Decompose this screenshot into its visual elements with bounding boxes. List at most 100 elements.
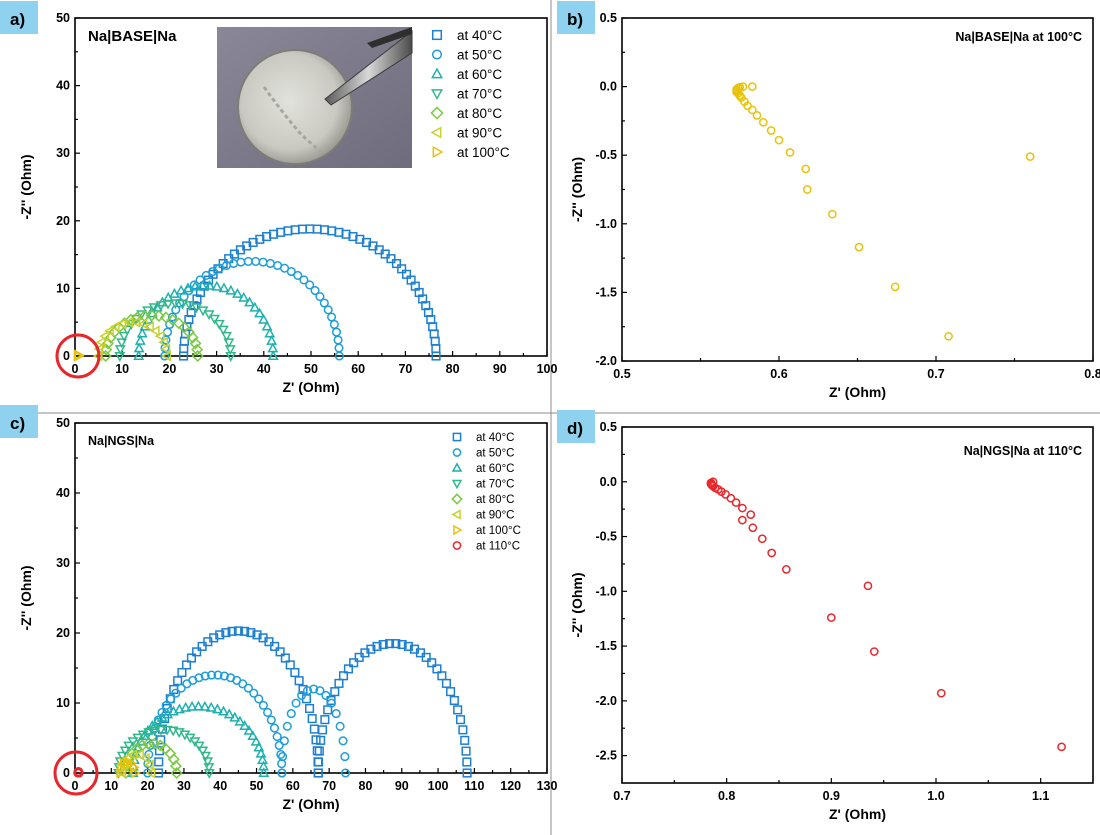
data-point xyxy=(144,321,154,333)
data-point xyxy=(213,670,223,680)
data-point xyxy=(298,684,308,695)
data-point xyxy=(177,299,188,310)
data-point xyxy=(366,644,376,654)
series-at100C xyxy=(732,82,1035,341)
data-point xyxy=(238,679,248,689)
data-point xyxy=(403,641,413,651)
data-point xyxy=(340,768,351,778)
data-point xyxy=(747,105,757,115)
data-point xyxy=(162,299,174,310)
legend-label: at 90°C xyxy=(457,125,502,140)
y-tick-label: -0.5 xyxy=(595,530,617,544)
data-point xyxy=(758,117,768,127)
chart-panel-a: a) 0 10 20 30 40 50 60 70 80 90 100 0 10 20 30 40 50 Z' (O… xyxy=(0,1,557,395)
data-point xyxy=(253,741,265,752)
y-tick-label: -1.5 xyxy=(595,285,617,299)
data-point xyxy=(156,735,166,745)
data-point xyxy=(134,334,146,345)
x-tick-label: 1.1 xyxy=(1032,789,1049,803)
legend: at 40°C at 50°C at 60°C at 70°C at 80°C at 90… xyxy=(430,28,510,160)
y-tick-label: -1.5 xyxy=(595,639,617,653)
data-point xyxy=(196,279,208,290)
legend-marker xyxy=(430,106,444,120)
data-point xyxy=(192,700,204,711)
data-point xyxy=(130,767,141,779)
data-point xyxy=(254,694,264,704)
data-point xyxy=(145,309,158,322)
data-point xyxy=(330,687,340,697)
legend-label: at 90°C xyxy=(476,510,514,522)
data-point xyxy=(802,185,812,194)
chart-panel-d: d) 0.7 0.8 0.9 1.0 1.1 -2.5 -2.0 -1.5 -1.0 -0.5 0.0… xyxy=(557,410,1094,822)
data-point xyxy=(285,660,295,670)
data-point xyxy=(154,330,165,342)
data-point xyxy=(200,671,210,681)
x-tick-label: 0 xyxy=(72,362,79,376)
data-point xyxy=(315,686,325,696)
x-tick-label: 0.7 xyxy=(613,789,630,803)
data-point xyxy=(240,626,250,636)
legend-marker xyxy=(451,493,463,505)
data-point xyxy=(326,698,336,708)
data-point xyxy=(161,350,172,362)
legend-label: at 100°C xyxy=(476,525,521,537)
data-point xyxy=(297,224,308,234)
legend-label: at 50°C xyxy=(457,47,502,62)
data-point xyxy=(223,338,235,349)
data-point xyxy=(218,282,230,293)
legend-label: at 60°C xyxy=(457,67,502,82)
y-tick-label: -1.0 xyxy=(595,584,617,598)
data-point xyxy=(944,331,953,341)
data-point xyxy=(263,707,273,717)
data-point xyxy=(238,291,250,302)
x-axis-title: Z' (Ohm) xyxy=(283,379,340,395)
data-point xyxy=(731,498,741,507)
data-point xyxy=(243,256,253,266)
data-point xyxy=(169,299,181,310)
inset-photo xyxy=(217,27,413,168)
y-tick-label: 10 xyxy=(56,696,70,710)
y-tick-label: -0.5 xyxy=(595,148,617,162)
y-tick-label: 10 xyxy=(56,281,70,295)
data-point xyxy=(154,739,167,752)
data-point xyxy=(219,671,229,681)
data-point xyxy=(309,724,319,734)
data-point xyxy=(153,715,163,725)
data-point xyxy=(1057,742,1066,752)
y-tick-label: -2.0 xyxy=(595,354,617,368)
data-point xyxy=(305,224,315,234)
data-point xyxy=(116,318,127,330)
data-point xyxy=(120,759,133,772)
data-point xyxy=(182,282,194,293)
data-point xyxy=(748,523,758,533)
panel-label: c) xyxy=(10,414,25,433)
data-point xyxy=(276,749,286,760)
x-tick-label: 0.6 xyxy=(770,367,787,381)
data-point xyxy=(139,752,150,764)
y-tick-label: -2.5 xyxy=(595,749,617,763)
data-point xyxy=(314,746,324,756)
data-point xyxy=(209,633,219,643)
data-point xyxy=(310,285,320,296)
y-tick-label: 50 xyxy=(56,11,70,25)
x-tick-label: 50 xyxy=(250,779,264,793)
data-point xyxy=(158,336,169,348)
data-point xyxy=(143,728,155,739)
legend-marker xyxy=(452,541,462,550)
data-point xyxy=(277,768,287,778)
data-point xyxy=(372,641,382,651)
data-point xyxy=(160,343,171,355)
data-point xyxy=(201,270,211,280)
data-point xyxy=(441,678,451,688)
legend-marker xyxy=(431,89,443,101)
data-point xyxy=(421,652,431,662)
data-point xyxy=(203,763,215,774)
data-point xyxy=(309,684,319,694)
data-point xyxy=(175,284,187,295)
data-point xyxy=(317,725,328,735)
y-axis-title: -Z'' (Ohm) xyxy=(18,566,34,631)
data-point xyxy=(431,344,441,354)
x-tick-label: 60 xyxy=(286,779,300,793)
data-point xyxy=(757,534,767,544)
data-point xyxy=(246,628,256,638)
